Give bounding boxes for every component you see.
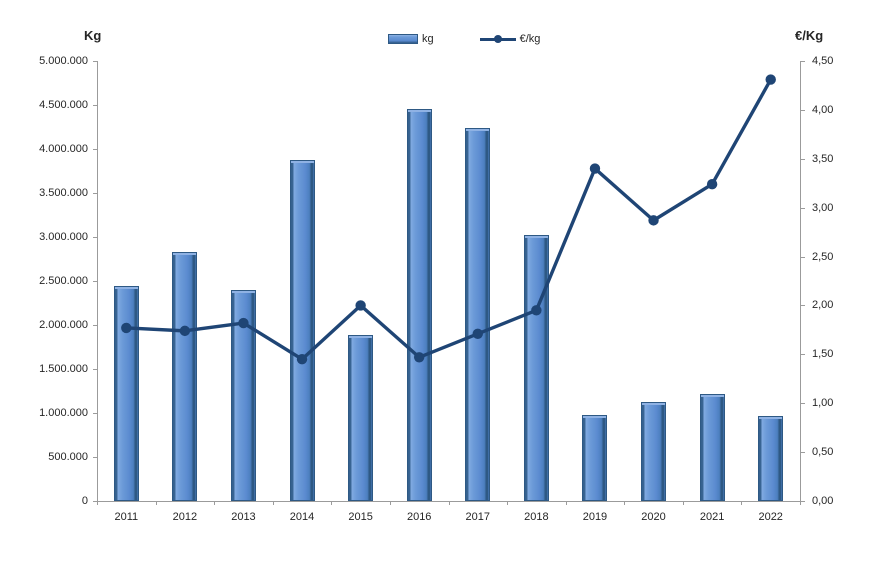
left-axis-tick-label: 5.000.000 xyxy=(39,55,88,67)
bar-series-swatch-icon xyxy=(388,34,418,44)
x-axis-tick xyxy=(507,501,509,505)
bar-2022 xyxy=(758,416,784,501)
right-axis-tick-label: 3,00 xyxy=(812,201,834,214)
x-axis-tick-label: 2012 xyxy=(172,511,198,523)
right-axis-tick-label: 0,50 xyxy=(812,446,834,459)
left-axis-tick-label: 2.500.000 xyxy=(39,275,88,287)
right-axis-tick xyxy=(801,61,805,62)
x-axis-tick xyxy=(565,501,567,505)
right-axis-tick xyxy=(801,403,805,405)
right-axis-tick xyxy=(801,158,805,160)
right-axis-tick xyxy=(801,207,805,209)
right-axis-tick xyxy=(801,109,805,111)
x-axis-tick xyxy=(741,501,743,505)
right-axis-title: €/Kg xyxy=(795,28,824,43)
x-axis-tick xyxy=(272,501,274,505)
left-axis-tick-label: 0 xyxy=(81,495,88,507)
right-axis-tick xyxy=(801,305,805,307)
right-axis-tick-label: 0,00 xyxy=(812,495,834,507)
line-marker-2022 xyxy=(765,74,776,85)
legend-item-eur-per-kg: €/kg xyxy=(479,33,541,45)
right-axis-tick-label: 4,50 xyxy=(812,55,834,67)
x-axis-tick xyxy=(448,501,450,505)
left-axis-tick xyxy=(93,193,97,194)
bar-2015 xyxy=(348,334,374,501)
bar-2011 xyxy=(113,286,139,501)
left-axis-tick-label: 4.000.000 xyxy=(39,143,88,155)
right-axis-tick-label: 4,00 xyxy=(812,103,834,116)
x-axis-tick xyxy=(97,501,98,505)
x-axis-tick xyxy=(800,501,801,505)
bar-2017 xyxy=(465,127,491,501)
left-axis-tick xyxy=(93,61,97,62)
x-axis-tick xyxy=(155,501,157,505)
right-axis-tick xyxy=(801,452,805,454)
bar-2018 xyxy=(523,235,549,501)
right-axis-tick xyxy=(801,354,805,356)
bar-2020 xyxy=(641,402,667,501)
left-axis-tick-label: 2.000.000 xyxy=(39,319,88,331)
x-axis-tick-label: 2013 xyxy=(231,511,256,523)
right-axis-tick xyxy=(801,501,805,502)
bar-2012 xyxy=(172,251,198,501)
left-axis-tick xyxy=(93,501,97,502)
left-axis-tick xyxy=(93,149,97,150)
x-axis-tick xyxy=(214,501,216,505)
x-axis-tick-label: 2022 xyxy=(758,511,783,523)
left-axis-tick xyxy=(93,325,97,326)
bar-2013 xyxy=(230,289,256,501)
right-axis-tick xyxy=(801,256,805,258)
x-axis-tick-label: 2021 xyxy=(699,511,725,523)
left-axis-title: Kg xyxy=(84,28,102,43)
line-marker-2019 xyxy=(589,163,601,174)
right-axis-line xyxy=(800,61,801,501)
left-axis-tick-label: 1.000.000 xyxy=(39,407,88,419)
left-axis-tick xyxy=(93,457,97,458)
left-axis-tick-label: 1.500.000 xyxy=(39,363,88,375)
x-axis-tick-label: 2011 xyxy=(114,511,139,523)
bar-2019 xyxy=(582,414,608,501)
right-axis-tick-label: 3,50 xyxy=(812,152,834,165)
x-axis-tick xyxy=(624,501,626,505)
x-axis-tick-label: 2015 xyxy=(348,511,373,523)
line-marker-2015 xyxy=(355,300,366,311)
line-marker-2021 xyxy=(706,179,718,190)
left-axis-tick xyxy=(93,413,97,414)
x-axis-tick xyxy=(682,501,684,505)
bar-2016 xyxy=(406,109,432,501)
right-axis-tick-label: 1,00 xyxy=(812,397,834,410)
x-axis-tick-label: 2014 xyxy=(289,511,315,523)
right-axis-tick-label: 1,50 xyxy=(812,348,834,361)
left-axis-tick xyxy=(93,281,97,282)
bar-2014 xyxy=(289,159,315,501)
x-axis-tick xyxy=(331,501,333,505)
x-axis-tick-label: 2018 xyxy=(524,511,549,523)
left-axis-tick-label: 3.000.000 xyxy=(39,231,88,243)
x-axis-tick-label: 2020 xyxy=(641,511,666,523)
x-axis-tick-label: 2017 xyxy=(465,511,491,523)
left-axis-line xyxy=(97,61,98,501)
legend-item-kg: kg xyxy=(388,33,434,45)
line-series-swatch-icon xyxy=(479,34,516,44)
right-axis-tick-label: 2,50 xyxy=(812,250,834,263)
left-axis-tick xyxy=(93,105,97,106)
left-axis-tick-label: 4.500.000 xyxy=(39,99,88,111)
right-axis-tick-label: 2,00 xyxy=(812,299,834,312)
legend-label-kg: kg xyxy=(422,33,434,45)
left-axis-tick xyxy=(93,369,97,370)
bar-2021 xyxy=(699,394,725,501)
left-axis-tick xyxy=(93,237,97,238)
line-marker-2020 xyxy=(648,215,659,226)
left-axis-tick-label: 500.000 xyxy=(48,451,88,463)
x-axis-tick-label: 2019 xyxy=(582,511,608,523)
x-axis-tick-label: 2016 xyxy=(406,511,432,523)
legend: kg €/kg xyxy=(388,33,540,45)
legend-label-eur-per-kg: €/kg xyxy=(519,33,541,45)
x-axis-tick xyxy=(389,501,391,505)
left-axis-tick-label: 3.500.000 xyxy=(39,187,88,199)
line-path xyxy=(126,78,773,361)
